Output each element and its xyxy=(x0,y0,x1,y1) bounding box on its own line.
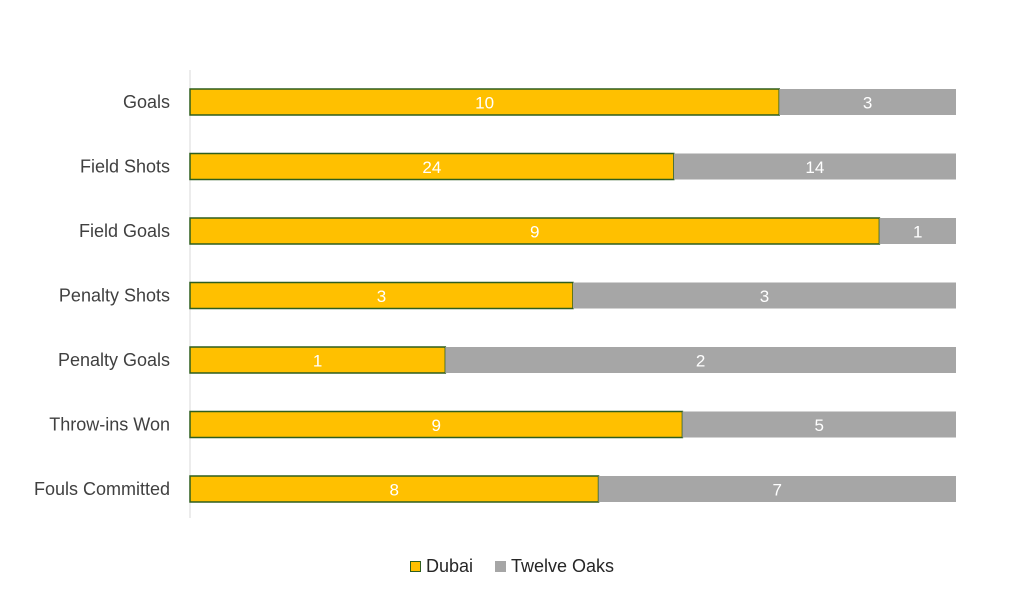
legend-label-dubai: Dubai xyxy=(425,556,473,576)
bar-twelve-oaks-fouls-committed[interactable] xyxy=(598,476,956,502)
value-label-dubai-goals: 10 xyxy=(475,94,494,113)
category-labels-group: Goals Field Shots Field Goals Penalty Shots… xyxy=(34,92,170,499)
legend-item-dubai[interactable]: Dubai xyxy=(409,556,473,577)
bar-twelve-oaks-field-shots[interactable] xyxy=(673,153,956,180)
category-label-penalty-goals: Penalty Goals xyxy=(58,350,170,370)
value-label-twelve-oaks-penalty-goals: 2 xyxy=(696,352,705,371)
category-label-throw-ins-won: Throw-ins Won xyxy=(49,415,170,435)
bar-dubai-field-shots[interactable] xyxy=(189,152,675,181)
bar-twelve-oaks-field-goals[interactable] xyxy=(879,218,956,244)
legend-label-twelve-oaks: Twelve Oaks xyxy=(510,556,615,576)
stacked-bar-chart: 10 3 24 14 9 1 3 3 1 2 9 5 8 7 Goals Field Shots Field … xyxy=(34,70,956,518)
bar-twelve-oaks-throw-ins-won[interactable] xyxy=(682,411,956,438)
value-label-dubai-penalty-shots: 3 xyxy=(377,287,386,306)
category-label-penalty-shots: Penalty Shots xyxy=(59,286,170,306)
value-label-dubai-field-goals: 9 xyxy=(530,223,539,242)
value-label-twelve-oaks-field-goals: 1 xyxy=(913,223,922,242)
value-label-twelve-oaks-goals: 3 xyxy=(863,94,872,113)
legend-swatch-twelve-oaks xyxy=(494,561,506,572)
legend-swatch-dubai xyxy=(409,561,421,572)
bar-dubai-penalty-shots[interactable] xyxy=(189,281,574,310)
bar-twelve-oaks-penalty-shots[interactable] xyxy=(573,282,956,309)
bars-group: 10 3 24 14 9 1 3 3 1 2 9 5 8 7 xyxy=(189,88,956,503)
value-label-twelve-oaks-fouls-committed: 7 xyxy=(773,481,782,500)
value-label-dubai-penalty-goals: 1 xyxy=(313,352,322,371)
value-label-twelve-oaks-throw-ins-won: 5 xyxy=(814,416,823,435)
value-label-twelve-oaks-penalty-shots: 3 xyxy=(760,287,769,306)
bar-twelve-oaks-goals[interactable] xyxy=(779,89,956,115)
category-label-field-goals: Field Goals xyxy=(79,221,170,241)
bar-dubai-fouls-committed[interactable] xyxy=(189,475,600,503)
bar-dubai-throw-ins-won[interactable] xyxy=(189,410,684,439)
bar-dubai-penalty-goals[interactable] xyxy=(189,346,447,374)
bar-twelve-oaks-penalty-goals[interactable] xyxy=(445,347,956,373)
value-label-dubai-fouls-committed: 8 xyxy=(390,481,399,500)
legend: Dubai Twelve Oaks xyxy=(0,556,1024,577)
bar-dubai-field-goals[interactable] xyxy=(189,217,881,245)
category-label-fouls-committed: Fouls Committed xyxy=(34,479,170,499)
category-label-field-shots: Field Shots xyxy=(80,157,170,177)
value-label-twelve-oaks-field-shots: 14 xyxy=(805,158,824,177)
value-label-dubai-field-shots: 24 xyxy=(422,158,441,177)
value-label-dubai-throw-ins-won: 9 xyxy=(431,416,440,435)
category-label-goals: Goals xyxy=(123,92,170,112)
legend-item-twelve-oaks[interactable]: Twelve Oaks xyxy=(494,556,615,577)
